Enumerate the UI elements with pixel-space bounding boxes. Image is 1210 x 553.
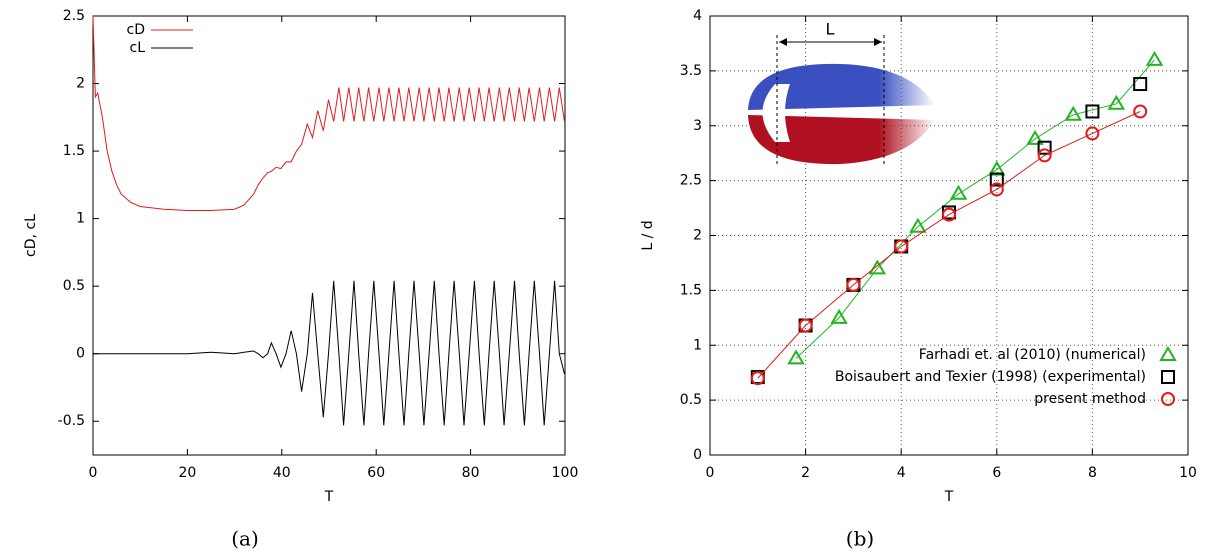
marker [1026, 129, 1044, 145]
x-tick-label: 0 [706, 465, 715, 481]
x-tick-label: 20 [178, 465, 196, 481]
marker [1107, 94, 1126, 110]
legend-key [1161, 392, 1175, 406]
legend-label: cD [127, 22, 145, 38]
y-tick-label: 0.5 [680, 392, 702, 408]
x-tick-label: 4 [897, 465, 906, 481]
y-tick-label: 2.5 [63, 8, 85, 24]
x-tick-label: 0 [89, 465, 98, 481]
y-tick-label: 2 [76, 76, 85, 92]
x-tick-label: 2 [801, 465, 810, 481]
marker [1133, 77, 1148, 92]
caption: (a) [231, 527, 259, 551]
marker [1085, 104, 1100, 119]
legend-label: cL [130, 40, 146, 56]
marker [1145, 50, 1164, 66]
annotation: L [826, 20, 835, 39]
series-line [93, 280, 565, 426]
y-tick-label: 1.5 [63, 143, 85, 159]
legend-key [1161, 370, 1175, 384]
x-axis-label: T [944, 489, 954, 505]
y-tick-label: 1.5 [680, 282, 702, 298]
legend-label: Boisaubert and Texier (1998) (experiment… [835, 369, 1146, 385]
vortex-lower [748, 115, 935, 165]
marker [846, 277, 861, 292]
x-axis-label: T [324, 489, 334, 505]
marker [868, 259, 887, 275]
y-tick-label: 3.5 [680, 63, 702, 79]
y-tick-label: 0 [693, 447, 702, 463]
y-tick-label: 1 [693, 337, 702, 353]
marker [1133, 104, 1148, 119]
marker [787, 349, 805, 365]
y-tick-label: 0.5 [63, 278, 85, 294]
x-tick-label: 100 [552, 465, 579, 481]
marker [949, 184, 968, 200]
series-line [757, 111, 1141, 379]
marker [1085, 126, 1100, 141]
marker [989, 172, 1004, 187]
marker [989, 182, 1004, 197]
y-tick-label: 1 [76, 211, 85, 227]
legend-key [1159, 346, 1177, 361]
legend-label: present method [1034, 391, 1146, 407]
vortex-upper [748, 63, 935, 110]
marker [830, 308, 848, 324]
y-tick-label: 3 [693, 118, 702, 134]
y-tick-label: 0 [76, 346, 85, 362]
plot-frame [709, 15, 1189, 456]
y-axis-label: cD, cL [23, 214, 39, 257]
x-tick-label: 40 [273, 465, 291, 481]
series-line [795, 59, 1155, 359]
marker [942, 207, 956, 222]
y-tick-label: 2.5 [680, 173, 702, 189]
plot-frame [92, 15, 566, 456]
y-tick-label: 2 [693, 228, 702, 244]
series-line [92, 15, 565, 211]
y-axis-label: L / d [640, 220, 656, 250]
x-tick-label: 10 [1179, 465, 1197, 481]
x-tick-label: 60 [367, 465, 385, 481]
marker [894, 239, 909, 254]
legend-label: Farhadi et. al (2010) (numerical) [919, 347, 1146, 363]
body [762, 84, 790, 142]
caption: (b) [846, 527, 874, 551]
x-tick-label: 80 [462, 465, 480, 481]
marker [1037, 148, 1052, 163]
marker [750, 371, 765, 386]
x-tick-label: 8 [1088, 465, 1097, 481]
y-tick-label: 4 [693, 8, 702, 24]
marker [798, 318, 813, 333]
inset-image: L [748, 20, 935, 165]
marker [909, 217, 927, 233]
y-tick-label: -0.5 [58, 413, 85, 429]
x-tick-label: 6 [992, 465, 1001, 481]
marker [1037, 140, 1052, 155]
marker [988, 160, 1006, 176]
marker [1064, 105, 1083, 121]
